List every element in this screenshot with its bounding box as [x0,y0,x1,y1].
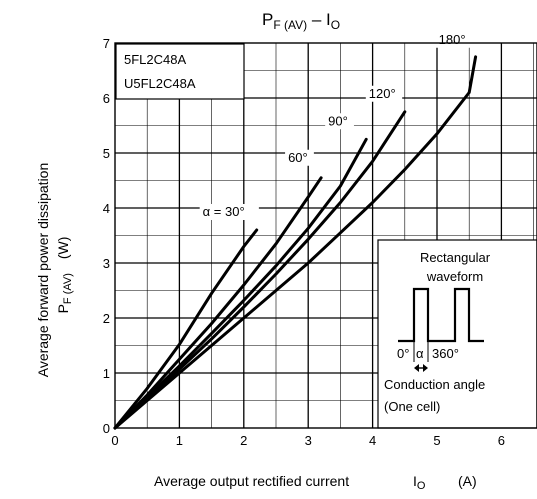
inset-label-zero: 0° [397,346,409,361]
y-tick-label: 6 [103,91,110,106]
series-label-bg [435,31,473,48]
x-tick-label: 2 [240,433,247,448]
x-tick-label: 5 [433,433,440,448]
x-axis-symbol: IO [413,473,426,492]
chart-title: PF (AV) – IO [262,10,340,32]
x-axis-label: Average output rectified current [154,473,349,489]
series-label-bg [285,149,314,166]
y-tick-label: 7 [103,36,110,51]
curves [113,55,478,430]
inset-title-1: Rectangular [420,250,491,265]
device-label-2: U5FL2C48A [124,76,196,91]
series-line [113,176,323,430]
alpha-arrow-left [414,364,419,372]
plot-frame [114,42,537,429]
y-tick-label: 5 [103,146,110,161]
series-label: 180° [439,32,466,47]
alpha-arrow-right [423,364,428,372]
series-label: 120° [369,86,396,101]
series-label: 90° [328,113,348,128]
inset-caption-1: Conduction angle [384,377,485,392]
curve-labels: α = 30° 60° 90° 120° 180° [199,31,473,220]
device-label-1: 5FL2C48A [124,52,186,67]
x-tick-label: 3 [305,433,312,448]
series-label-bg [199,204,259,220]
tick-labels: 0 1 2 3 4 5 6 0 1 2 3 4 5 6 7 [103,36,505,448]
y-axis-symbol: PF (AV)(W) [55,237,74,314]
inset-label-360: 360° [432,346,459,361]
series-label: 60° [288,150,308,165]
inset-caption-2: (One cell) [384,399,440,414]
device-label-box [115,43,245,100]
series-label-bg [365,85,403,102]
x-axis-unit: (A) [458,473,477,489]
x-tick-label: 0 [111,433,118,448]
inset-title-2: waveform [426,269,483,284]
series-label-bg [325,113,354,130]
inset-label-alpha: α [416,346,424,361]
y-tick-label: 2 [103,311,110,326]
y-axis-label: Average forward power dissipation [35,163,51,378]
x-tick-label: 6 [498,433,505,448]
x-tick-label: 4 [369,433,376,448]
y-tick-label: 4 [103,201,110,216]
x-tick-label: 1 [176,433,183,448]
y-tick-label: 0 [103,421,110,436]
y-tick-label: 3 [103,256,110,271]
series-line [113,137,368,430]
rectangular-waveform [398,287,484,343]
series-line [113,228,259,430]
series-line [113,110,407,430]
y-tick-label: 1 [103,366,110,381]
series-line [113,55,478,430]
waveform-inset-box [377,239,537,429]
series-label: α = 30° [203,204,245,219]
